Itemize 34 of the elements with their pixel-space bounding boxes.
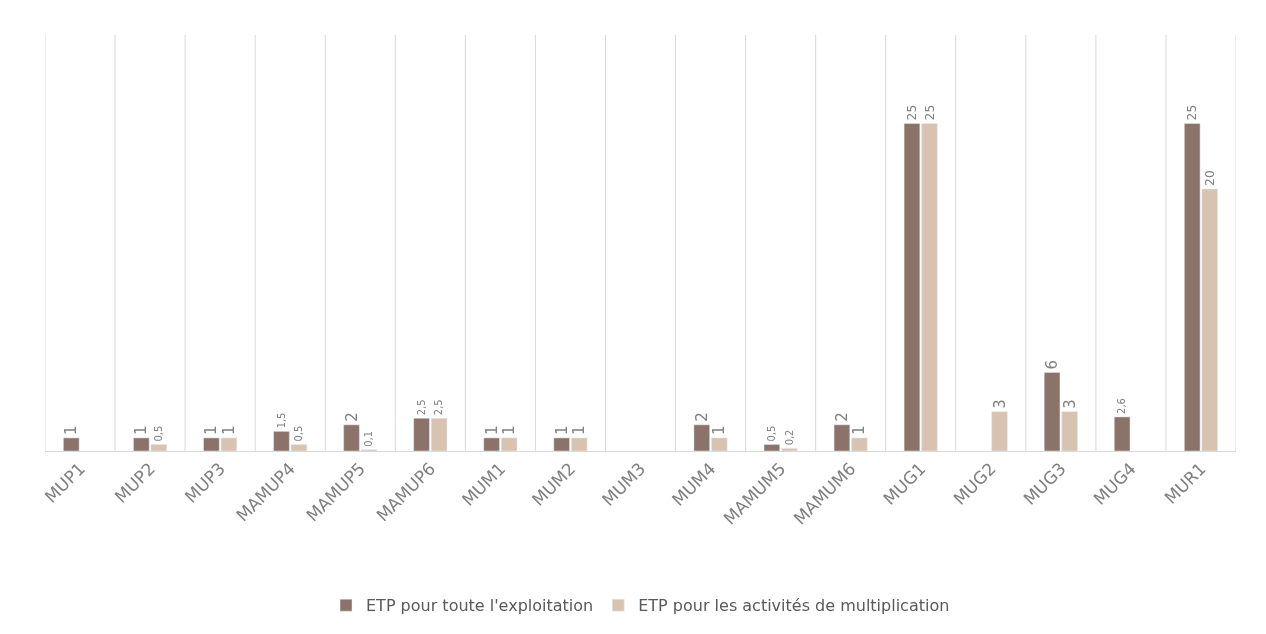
bar [991, 411, 1008, 451]
data-label: 25 [905, 104, 920, 121]
data-label: 2,5 [415, 399, 427, 416]
data-label: 2,5 [433, 399, 445, 416]
data-label: 20 [1202, 170, 1217, 186]
data-label: 1 [132, 425, 151, 435]
data-label: 1 [482, 425, 501, 435]
data-label: 1 [850, 425, 869, 435]
data-label: 0,5 [766, 425, 778, 442]
legend-label: ETP pour toute l'exploitation [366, 596, 594, 616]
data-label: 2 [692, 412, 711, 422]
data-label: 1 [500, 425, 519, 435]
data-label: 2 [342, 412, 361, 422]
data-label: 0,1 [363, 430, 375, 447]
data-label: 25 [1185, 104, 1200, 121]
data-label: 1 [710, 425, 729, 435]
data-label: 6 [1043, 359, 1062, 370]
data-label: 25 [922, 104, 937, 121]
data-label: 1,5 [275, 412, 287, 429]
data-label: 0,2 [783, 429, 795, 446]
legend-label: ETP pour les activités de multiplication [638, 596, 950, 616]
data-label: 3 [990, 399, 1009, 409]
data-label: 0,5 [153, 425, 165, 442]
data-label: 1 [552, 425, 571, 435]
data-label: 1 [570, 425, 589, 435]
data-label: 1 [219, 425, 238, 435]
data-label: 2 [832, 412, 851, 422]
data-label: 0,5 [293, 425, 305, 442]
bar [1114, 416, 1131, 451]
data-label: 2,6 [1116, 398, 1128, 414]
bar [63, 437, 80, 451]
data-label: 1 [202, 425, 221, 435]
data-label: 3 [1060, 399, 1079, 409]
data-label: 1 [62, 425, 81, 435]
